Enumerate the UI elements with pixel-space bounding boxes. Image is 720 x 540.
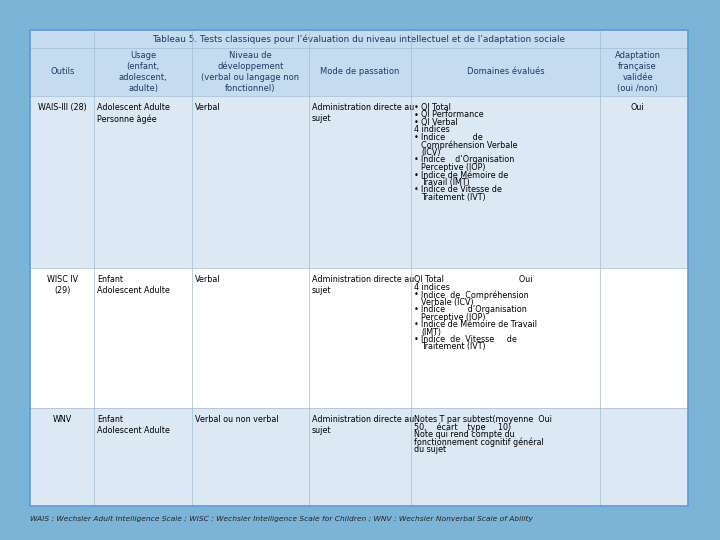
Text: Indice         d’Organisation: Indice d’Organisation (421, 305, 527, 314)
Bar (30, 408, 688, 506)
Text: Verbale (ICV): Verbale (ICV) (421, 298, 474, 307)
Text: Mode de passation: Mode de passation (320, 68, 400, 77)
Text: Enfant
Adolescent Adulte: Enfant Adolescent Adulte (97, 275, 171, 295)
Text: Indice  de  Vitesse     de: Indice de Vitesse de (421, 335, 517, 344)
Text: WNV: WNV (53, 415, 72, 424)
Text: •: • (414, 111, 419, 119)
Text: QI Performance: QI Performance (421, 111, 484, 119)
Text: Traitement (IVT): Traitement (IVT) (421, 193, 485, 202)
Text: Indice de Mémoire de: Indice de Mémoire de (421, 171, 508, 179)
Text: •: • (414, 156, 419, 165)
Text: •: • (414, 133, 419, 142)
Text: QI Total: QI Total (421, 103, 451, 112)
Text: Verbal: Verbal (195, 103, 220, 112)
Text: (IMT): (IMT) (421, 327, 441, 336)
Text: Traitement (IVT): Traitement (IVT) (421, 342, 485, 352)
Text: Indice    d’Organisation: Indice d’Organisation (421, 156, 514, 165)
Bar (30, 48, 688, 96)
Text: •: • (414, 290, 419, 299)
Text: •: • (414, 186, 419, 194)
Text: Perceptive (IOP): Perceptive (IOP) (421, 313, 485, 321)
Text: Enfant
Adolescent Adulte: Enfant Adolescent Adulte (97, 415, 171, 435)
Text: Verbal: Verbal (195, 275, 220, 284)
Text: •: • (414, 305, 419, 314)
Text: Verbal ou non verbal: Verbal ou non verbal (195, 415, 279, 424)
Text: •: • (414, 118, 419, 127)
Text: WAIS-III (28): WAIS-III (28) (38, 103, 86, 112)
Text: 4 indices: 4 indices (414, 125, 450, 134)
Text: Administration directe au
sujet: Administration directe au sujet (312, 415, 414, 435)
Text: WAIS : Wechsler Adult Intelligence Scale ; WISC : Wechsler Intelligence Scale fo: WAIS : Wechsler Adult Intelligence Scale… (30, 516, 533, 522)
Text: fonctionnement cognitif général: fonctionnement cognitif général (414, 437, 544, 447)
Text: (ICV): (ICV) (421, 148, 441, 157)
Text: du sujet: du sujet (414, 445, 446, 454)
Text: Notes T par subtest(moyenne  Oui: Notes T par subtest(moyenne Oui (414, 415, 552, 424)
Text: Indice de Mémoire de Travail: Indice de Mémoire de Travail (421, 320, 537, 329)
Bar (30, 30, 688, 506)
Text: 50,    écart    type     10): 50, écart type 10) (414, 422, 511, 432)
Bar (30, 268, 688, 408)
Text: Niveau de
développement
(verbal ou langage non
fonctionnel): Niveau de développement (verbal ou langa… (202, 51, 300, 93)
Bar (30, 30, 688, 506)
Text: QI Verbal: QI Verbal (421, 118, 458, 127)
Text: Outils: Outils (50, 68, 74, 77)
Text: Domaines évalués: Domaines évalués (467, 68, 544, 77)
Text: •: • (414, 320, 419, 329)
Text: Oui: Oui (631, 103, 644, 112)
Text: Compréhension Verbale: Compréhension Verbale (421, 140, 518, 150)
Bar (30, 30, 688, 48)
Text: Adaptation
française
validée
(oui /non): Adaptation française validée (oui /non) (615, 51, 661, 93)
Text: Administration directe au
sujet: Administration directe au sujet (312, 103, 414, 123)
Text: •: • (414, 335, 419, 344)
Text: QI Total                              Oui: QI Total Oui (414, 275, 533, 284)
Text: Perceptive (IOP): Perceptive (IOP) (421, 163, 485, 172)
Text: Adolescent Adulte
Personne âgée: Adolescent Adulte Personne âgée (97, 103, 171, 124)
Text: 4 indices: 4 indices (414, 282, 450, 292)
Text: Indice de Vitesse de: Indice de Vitesse de (421, 186, 502, 194)
Text: Usage
(enfant,
adolescent,
adulte): Usage (enfant, adolescent, adulte) (119, 51, 168, 93)
Text: •: • (414, 171, 419, 179)
Bar (30, 96, 688, 268)
Text: •: • (414, 103, 419, 112)
Text: Note qui rend compte du: Note qui rend compte du (414, 430, 515, 439)
Text: Indice  de  Compréhension: Indice de Compréhension (421, 290, 528, 300)
Text: WISC IV
(29): WISC IV (29) (47, 275, 78, 295)
Text: Travail (IMT): Travail (IMT) (421, 178, 469, 187)
Text: Administration directe au
sujet: Administration directe au sujet (312, 275, 414, 295)
Text: Indice           de: Indice de (421, 133, 482, 142)
Text: Tableau 5. Tests classiques pour l’évaluation du niveau intellectuel et de l’ada: Tableau 5. Tests classiques pour l’évalu… (153, 34, 565, 44)
